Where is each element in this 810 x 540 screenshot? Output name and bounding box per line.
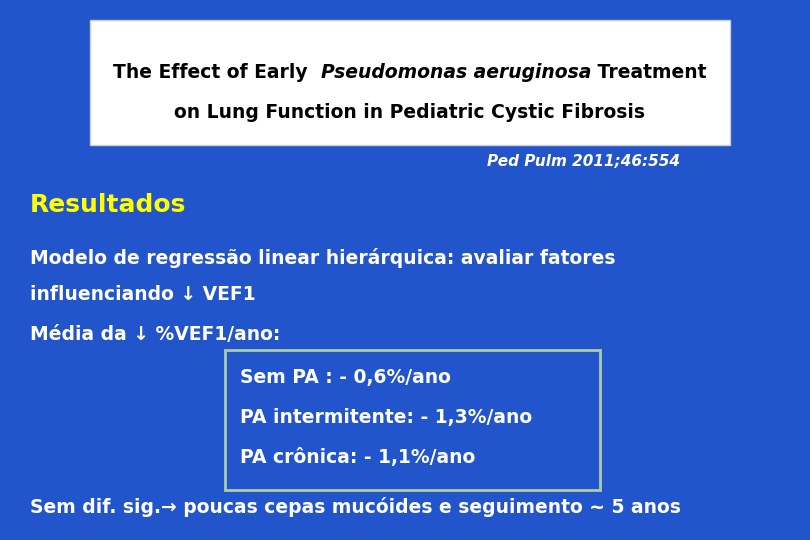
Text: Resultados: Resultados [30, 193, 186, 217]
FancyBboxPatch shape [225, 350, 600, 490]
Text: PA crônica: - 1,1%/ano: PA crônica: - 1,1%/ano [240, 449, 475, 468]
FancyBboxPatch shape [90, 20, 730, 145]
Text: Média da ↓ %VEF1/ano:: Média da ↓ %VEF1/ano: [30, 326, 280, 345]
Text: The Effect of Early: The Effect of Early [113, 63, 321, 82]
Text: influenciando ↓ VEF1: influenciando ↓ VEF1 [30, 286, 256, 305]
Text: Sem PA : - 0,6%/ano: Sem PA : - 0,6%/ano [240, 368, 451, 388]
Text: Pseudomonas aeruginosa: Pseudomonas aeruginosa [321, 63, 591, 82]
Text: Ped Pulm 2011;46:554: Ped Pulm 2011;46:554 [487, 154, 680, 170]
Text: PA intermitente: - 1,3%/ano: PA intermitente: - 1,3%/ano [240, 408, 532, 428]
Text: on Lung Function in Pediatric Cystic Fibrosis: on Lung Function in Pediatric Cystic Fib… [174, 103, 646, 122]
Text: Modelo de regressão linear hierárquica: avaliar fatores: Modelo de regressão linear hierárquica: … [30, 248, 616, 268]
Text: Treatment: Treatment [591, 63, 707, 82]
Text: Sem dif. sig.→ poucas cepas mucóides e seguimento ~ 5 anos: Sem dif. sig.→ poucas cepas mucóides e s… [30, 497, 681, 517]
